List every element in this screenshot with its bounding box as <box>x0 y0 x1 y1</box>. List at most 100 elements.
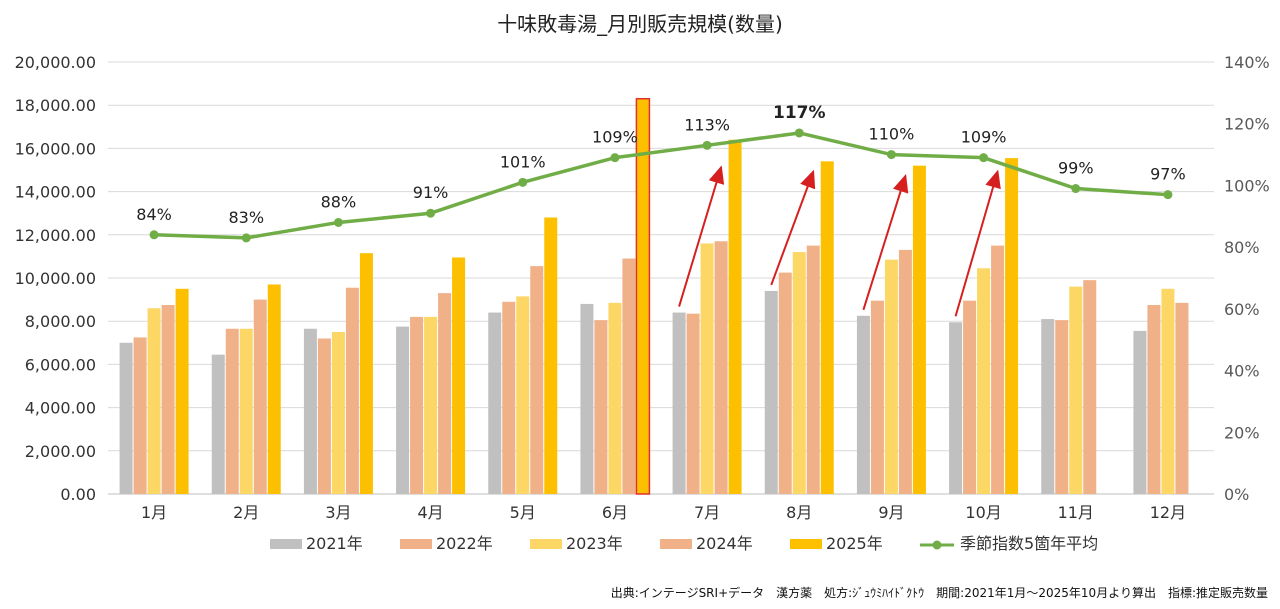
legend-swatch <box>790 539 822 549</box>
bar <box>580 303 594 494</box>
bar <box>1133 330 1147 494</box>
bar <box>622 258 636 494</box>
bar <box>764 290 778 494</box>
data-label: 117% <box>773 103 826 123</box>
x-tick-label: 8月 <box>786 503 812 522</box>
bar <box>714 241 728 494</box>
bar <box>410 316 424 494</box>
bar <box>317 338 331 494</box>
data-label: 83% <box>228 208 264 227</box>
growth-arrow <box>954 169 1001 317</box>
legend-label: 2025年 <box>826 534 883 553</box>
line-point <box>702 140 712 150</box>
bar <box>119 342 133 494</box>
bar <box>686 313 700 494</box>
bar <box>438 293 452 494</box>
growth-arrow <box>678 165 725 307</box>
data-label: 91% <box>413 183 449 202</box>
bar <box>949 322 963 494</box>
bar <box>267 284 281 494</box>
line-point <box>333 217 343 227</box>
bar <box>516 296 530 494</box>
y-left-tick-label: 12,000.00 <box>15 226 96 245</box>
bar <box>175 288 189 494</box>
line-point <box>1163 190 1173 200</box>
line-point <box>979 153 989 163</box>
bar <box>963 300 977 494</box>
bar <box>239 328 253 494</box>
bar <box>820 161 834 495</box>
y-right-tick-label: 120% <box>1224 115 1270 134</box>
data-label: 97% <box>1150 165 1186 184</box>
bar <box>331 332 345 494</box>
bar <box>161 305 175 494</box>
bar <box>147 308 161 494</box>
bar <box>133 337 147 494</box>
x-tick-label: 7月 <box>694 503 720 522</box>
bar <box>856 315 870 494</box>
data-label: 109% <box>961 128 1007 147</box>
legend-label: 2024年 <box>696 534 753 553</box>
bar <box>870 300 884 494</box>
y-left-tick-label: 8,000.00 <box>25 312 96 331</box>
legend-marker <box>932 540 942 550</box>
bar <box>608 302 622 494</box>
legend-swatch <box>270 539 302 549</box>
x-tick-label: 5月 <box>510 503 536 522</box>
bar <box>1161 288 1175 494</box>
line-point <box>149 230 159 240</box>
legend-label: 季節指数5箇年平均 <box>960 534 1098 553</box>
bar <box>912 165 926 494</box>
bar <box>225 328 239 494</box>
y-right-tick-label: 60% <box>1224 300 1260 319</box>
legend-swatch <box>400 539 432 549</box>
highlighted-bar <box>635 97 651 495</box>
bar <box>898 249 912 494</box>
bar <box>977 268 991 494</box>
line-series-path <box>154 131 1169 240</box>
x-tick-label: 12月 <box>1150 503 1186 522</box>
x-tick-label: 6月 <box>602 503 628 522</box>
growth-arrow <box>862 174 909 311</box>
bar <box>530 266 544 494</box>
line-point <box>886 150 896 160</box>
line-point <box>426 208 436 218</box>
data-label: 113% <box>684 115 730 134</box>
y-right-tick-label: 20% <box>1224 423 1260 442</box>
bar <box>1175 302 1189 494</box>
x-tick-label: 1月 <box>141 503 167 522</box>
y-right-tick-label: 80% <box>1224 238 1260 257</box>
y-left-tick-label: 2,000.00 <box>25 442 96 461</box>
x-tick-label: 4月 <box>417 503 443 522</box>
line-point <box>794 128 804 138</box>
bar <box>502 301 516 494</box>
bar <box>452 257 466 494</box>
bar <box>728 139 742 494</box>
data-label: 99% <box>1058 159 1094 178</box>
bar <box>1147 305 1161 494</box>
line-point <box>241 233 251 243</box>
bar <box>672 312 686 494</box>
bar <box>544 217 558 494</box>
bar <box>1005 158 1019 494</box>
data-label: 88% <box>321 192 357 211</box>
y-right-tick-label: 0% <box>1224 485 1249 504</box>
bar <box>884 259 898 494</box>
y-left-tick-label: 20,000.00 <box>15 53 96 72</box>
x-tick-label: 3月 <box>325 503 351 522</box>
legend-label: 2023年 <box>566 534 623 553</box>
source-footer: 出典:インテージSRI+データ 漢方薬 処方:ｼﾞｭｳﾐﾊｲﾄﾞｸﾄｳ 期間:2… <box>610 586 1268 600</box>
y-right-tick-label: 40% <box>1224 362 1260 381</box>
bar <box>253 299 267 494</box>
y-left-tick-label: 18,000.00 <box>15 96 96 115</box>
legend-swatch <box>660 539 692 549</box>
x-tick-label: 9月 <box>878 503 904 522</box>
bar <box>991 245 1005 494</box>
x-tick-label: 11月 <box>1058 503 1094 522</box>
y-left-tick-label: 6,000.00 <box>25 355 96 374</box>
y-left-tick-label: 16,000.00 <box>15 139 96 158</box>
y-left-tick-label: 10,000.00 <box>15 269 96 288</box>
bar <box>806 245 820 494</box>
data-label: 110% <box>869 125 915 144</box>
